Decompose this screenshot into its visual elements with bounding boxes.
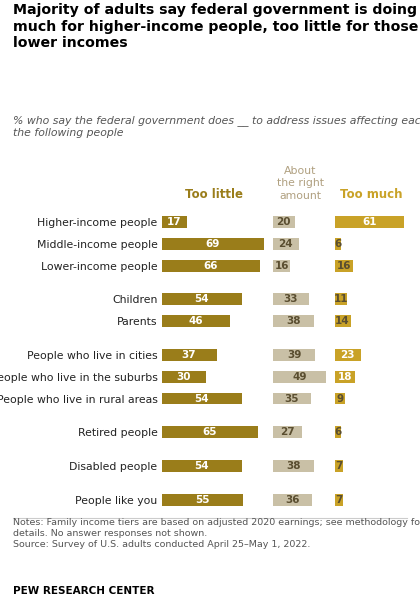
Text: 7: 7: [335, 495, 342, 505]
Bar: [162, 392, 242, 404]
Text: 37: 37: [182, 350, 197, 360]
Bar: [273, 238, 299, 250]
Bar: [335, 238, 341, 250]
Text: 27: 27: [280, 427, 295, 437]
Bar: [162, 238, 264, 250]
Text: Notes: Family income tiers are based on adjusted 2020 earnings; see methodology : Notes: Family income tiers are based on …: [13, 518, 420, 549]
Bar: [335, 392, 345, 404]
Bar: [273, 460, 314, 472]
Bar: [335, 460, 343, 472]
Bar: [335, 259, 353, 271]
Text: 24: 24: [278, 239, 293, 249]
Text: 69: 69: [206, 239, 220, 249]
Text: 6: 6: [334, 239, 342, 249]
Bar: [335, 426, 341, 438]
Bar: [273, 426, 302, 438]
Text: 54: 54: [194, 294, 209, 304]
Bar: [273, 259, 290, 271]
Bar: [273, 349, 315, 361]
Text: 46: 46: [189, 316, 203, 326]
Text: 38: 38: [286, 461, 301, 471]
Bar: [335, 494, 343, 506]
Bar: [162, 460, 242, 472]
Bar: [273, 392, 311, 404]
Text: 14: 14: [335, 316, 350, 326]
Bar: [335, 349, 361, 361]
Bar: [162, 371, 206, 383]
Text: 54: 54: [194, 394, 209, 404]
Text: 20: 20: [276, 217, 291, 227]
Text: 18: 18: [338, 372, 352, 382]
Bar: [335, 216, 404, 228]
Text: 49: 49: [292, 372, 307, 382]
Text: 55: 55: [195, 495, 210, 505]
Bar: [335, 294, 347, 305]
Text: 39: 39: [287, 350, 301, 360]
Text: 23: 23: [341, 350, 355, 360]
Bar: [162, 259, 260, 271]
Text: Too little: Too little: [184, 187, 243, 201]
Bar: [162, 494, 243, 506]
Bar: [162, 315, 230, 327]
Text: 36: 36: [285, 495, 300, 505]
Text: 61: 61: [362, 217, 377, 227]
Text: Too much: Too much: [341, 187, 403, 201]
Text: 38: 38: [286, 316, 301, 326]
Text: 9: 9: [336, 394, 343, 404]
Text: PEW RESEARCH CENTER: PEW RESEARCH CENTER: [13, 586, 154, 596]
Text: % who say the federal government does __ to address issues affecting each of
the: % who say the federal government does __…: [13, 115, 420, 138]
Bar: [273, 371, 326, 383]
Bar: [335, 315, 351, 327]
Bar: [162, 216, 187, 228]
Text: 17: 17: [167, 217, 181, 227]
Text: 35: 35: [285, 394, 299, 404]
Text: 33: 33: [284, 294, 298, 304]
Text: 16: 16: [274, 261, 289, 271]
Text: Majority of adults say federal government is doing too
much for higher-income pe: Majority of adults say federal governmen…: [13, 3, 420, 50]
Text: 65: 65: [202, 427, 217, 437]
Bar: [273, 315, 314, 327]
Bar: [162, 294, 242, 305]
Bar: [273, 294, 309, 305]
Text: 66: 66: [203, 261, 218, 271]
Bar: [273, 216, 294, 228]
Bar: [335, 371, 355, 383]
Text: 54: 54: [194, 461, 209, 471]
Bar: [273, 494, 312, 506]
Text: 11: 11: [333, 294, 348, 304]
Bar: [162, 349, 217, 361]
Bar: [162, 426, 258, 438]
Text: 30: 30: [177, 372, 191, 382]
Text: 16: 16: [336, 261, 351, 271]
Text: 6: 6: [334, 427, 342, 437]
Text: 7: 7: [335, 461, 342, 471]
Text: About
the right
amount: About the right amount: [276, 166, 323, 201]
